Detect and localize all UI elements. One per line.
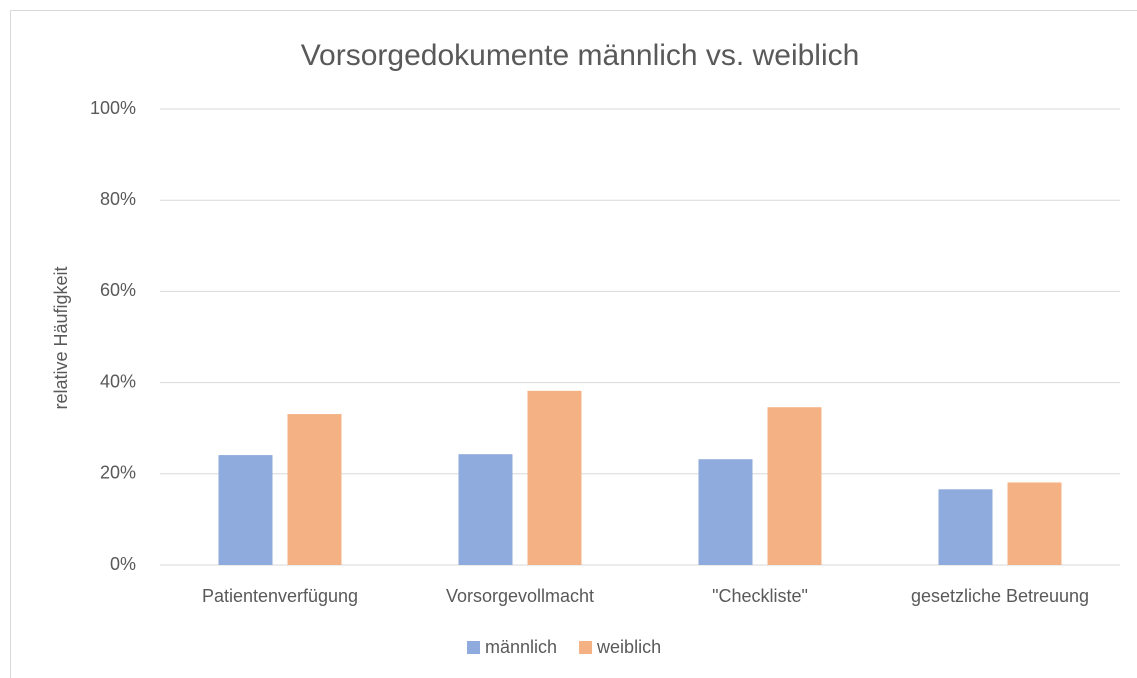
- chart-title: Vorsorgedokumente männlich vs. weiblich: [301, 39, 860, 72]
- bar: [458, 454, 513, 565]
- y-tick-label: 40%: [100, 371, 136, 391]
- bar: [218, 455, 273, 565]
- legend-swatch: [467, 641, 480, 654]
- y-tick-label: 80%: [100, 189, 136, 209]
- bar: [287, 414, 342, 565]
- y-tick-label: 60%: [100, 280, 136, 300]
- x-tick-label: Patientenverfügung: [202, 586, 358, 606]
- x-tick-label: gesetzliche Betreuung: [911, 586, 1089, 606]
- bar: [698, 459, 753, 565]
- bar: [527, 390, 582, 565]
- bar: [767, 407, 822, 565]
- y-axis-label: relative Häufigkeit: [51, 266, 71, 409]
- x-tick-label: "Checkliste": [712, 586, 808, 606]
- y-tick-label: 0%: [110, 554, 136, 574]
- legend-swatch: [579, 641, 593, 654]
- legend-label: weiblich: [596, 637, 661, 657]
- chart-border: [10, 10, 1137, 678]
- x-tick-label: Vorsorgevollmacht: [446, 586, 594, 606]
- y-tick-label: 100%: [90, 98, 136, 118]
- bar: [1007, 482, 1062, 565]
- legend-label: männlich: [485, 637, 557, 657]
- y-tick-label: 20%: [100, 463, 136, 483]
- bar: [938, 489, 993, 565]
